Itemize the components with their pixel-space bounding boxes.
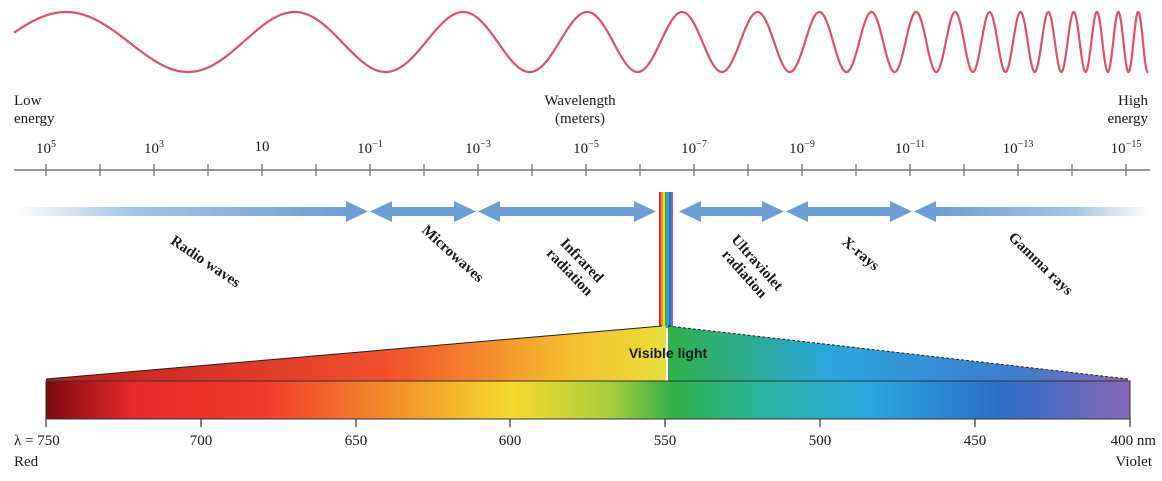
visible-light-beam: [659, 192, 673, 328]
wavelength-tick-label: 10−5: [573, 139, 599, 157]
wavelength-tick-label: 105: [36, 139, 56, 157]
visible-axis-ticks: [45, 419, 1131, 427]
visible-fan-left-outline: [45, 325, 663, 380]
xray-arrow: [786, 201, 912, 222]
visible-fan-right-outline: [667, 325, 1129, 380]
radio-arrowhead: [346, 201, 368, 222]
wavelength-tick-label: 10−11: [894, 139, 926, 157]
region-arrows: [14, 201, 1150, 222]
wavelength-tick-label: 10−9: [789, 139, 815, 157]
wavelength-tick-label: 103: [144, 139, 164, 157]
visible-light-label: Visible light: [628, 345, 708, 361]
wavelength-label: Wavelength (meters): [544, 93, 616, 127]
wavelength-tick-label: 10−13: [1002, 139, 1034, 157]
radio-arrow-fade: [14, 207, 346, 216]
infrared-arrow: [478, 201, 656, 222]
gamma-arrow-fade: [936, 207, 1150, 216]
wavelength-tick-label: 10−7: [681, 139, 707, 157]
visible-tick-label: 400 nm: [1110, 433, 1156, 449]
microwave-arrow: [370, 201, 476, 222]
wavelength-axis-ticks: [45, 164, 1127, 176]
ultraviolet-arrow: [679, 201, 784, 222]
violet-end-label: Violet: [1115, 454, 1152, 470]
wavelength-tick-label: 10−1: [357, 139, 383, 157]
gamma-arrowhead: [914, 201, 936, 222]
high-energy-label: High energy: [1107, 93, 1148, 127]
visible-tick-label: 450: [963, 433, 987, 449]
visible-spectrum-bar: [45, 380, 1131, 420]
visible-tick-label: 500: [808, 433, 832, 449]
low-energy-label: Low energy: [14, 93, 55, 127]
wavelength-wave: [13, 10, 1149, 74]
visible-fan-left: [46, 326, 666, 382]
visible-tick-label: 600: [498, 433, 522, 449]
wavelength-tick-label: 10−15: [1110, 139, 1142, 157]
wavelength-tick-label: 10−3: [465, 139, 491, 157]
wavelength-tick-label: 10: [254, 139, 270, 155]
visible-tick-label: λ = 750: [14, 433, 60, 449]
red-end-label: Red: [14, 454, 39, 470]
visible-tick-label: 550: [653, 433, 677, 449]
visible-tick-label: 650: [344, 433, 368, 449]
visible-fan-right: [668, 326, 1128, 382]
visible-tick-label: 700: [189, 433, 213, 449]
